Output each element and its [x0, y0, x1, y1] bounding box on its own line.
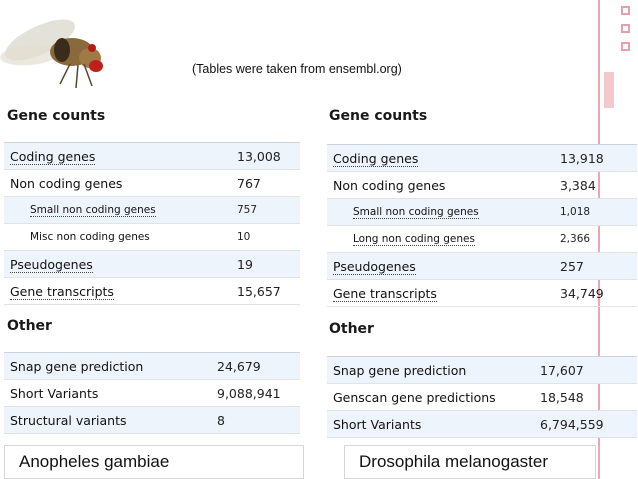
table-row: Genscan gene predictions 18,548 [327, 383, 637, 411]
table-row: Small non coding genes 757 [4, 196, 300, 224]
table-row: Small non coding genes 1,018 [327, 198, 637, 226]
left-coding-genes-value: 13,008 [231, 142, 300, 170]
left-coding-genes-label[interactable]: Coding genes [10, 148, 96, 165]
left-other-title: Other [7, 318, 52, 334]
left-non-coding-genes-label: Non coding genes [4, 169, 231, 197]
left-structural-variants-value: 8 [211, 406, 300, 434]
left-misc-non-coding-genes-label: Misc non coding genes [4, 223, 231, 251]
right-gene-transcripts-label[interactable]: Gene transcripts [333, 285, 437, 302]
left-species-caption: Anopheles gambiae [4, 445, 304, 479]
right-snap-gene-prediction-value: 17,607 [534, 356, 637, 384]
right-coding-genes-value: 13,918 [554, 144, 637, 172]
decorative-square-1 [621, 6, 630, 15]
right-genscan-gene-predictions-value: 18,548 [534, 383, 637, 411]
right-snap-gene-prediction-label: Snap gene prediction [327, 356, 534, 384]
right-pseudogenes-value: 257 [554, 252, 637, 280]
left-gene-transcripts-value: 15,657 [231, 277, 300, 305]
right-pseudogenes-label[interactable]: Pseudogenes [333, 258, 416, 275]
left-short-variants-label: Short Variants [4, 379, 211, 407]
right-non-coding-genes-label: Non coding genes [327, 171, 554, 199]
table-row: Short Variants 9,088,941 [4, 379, 300, 407]
left-snap-gene-prediction-label: Snap gene prediction [4, 352, 211, 380]
left-small-non-coding-genes-label[interactable]: Small non coding genes [30, 204, 156, 217]
left-structural-variants-label: Structural variants [4, 406, 211, 434]
table-row: Pseudogenes 257 [327, 252, 637, 280]
table-row: Short Variants 6,794,559 [327, 410, 637, 438]
fruit-fly-image [0, 19, 103, 89]
left-snap-gene-prediction-value: 24,679 [211, 352, 300, 380]
table-row: Misc non coding genes 10 [4, 223, 300, 251]
table-row: Gene transcripts 34,749 [327, 279, 637, 307]
left-species-name: Anopheles gambiae [19, 452, 170, 471]
right-small-non-coding-genes-label[interactable]: Small non coding genes [353, 206, 479, 219]
table-row: Non coding genes 767 [4, 169, 300, 197]
right-short-variants-value: 6,794,559 [534, 410, 637, 438]
decorative-square-2 [621, 24, 630, 33]
left-non-coding-genes-value: 767 [231, 169, 300, 197]
left-misc-non-coding-genes-value: 10 [231, 223, 300, 251]
decorative-pink-bar-right [604, 72, 614, 108]
table-row: Snap gene prediction 24,679 [4, 352, 300, 380]
table-row: Coding genes 13,918 [327, 144, 637, 172]
table-row: Structural variants 8 [4, 406, 300, 434]
table-row: Coding genes 13,008 [4, 142, 300, 170]
right-gene-transcripts-value: 34,749 [554, 279, 637, 307]
right-other-table: Snap gene prediction 17,607 Genscan gene… [327, 356, 637, 438]
left-gene-transcripts-label[interactable]: Gene transcripts [10, 283, 114, 300]
table-row: Non coding genes 3,384 [327, 171, 637, 199]
left-pseudogenes-value: 19 [231, 250, 300, 278]
left-small-non-coding-genes-value: 757 [231, 196, 300, 224]
left-gene-counts-title: Gene counts [7, 108, 106, 124]
right-small-non-coding-genes-value: 1,018 [554, 198, 637, 226]
right-gene-counts-table: Coding genes 13,918 Non coding genes 3,3… [327, 144, 637, 307]
right-other-title: Other [329, 321, 374, 337]
right-genscan-gene-predictions-label: Genscan gene predictions [327, 383, 534, 411]
right-short-variants-label: Short Variants [327, 410, 534, 438]
table-row: Gene transcripts 15,657 [4, 277, 300, 305]
left-other-table: Snap gene prediction 24,679 Short Varian… [4, 352, 300, 434]
right-long-non-coding-genes-value: 2,366 [554, 225, 637, 253]
right-species-caption: Drosophila melanogaster [344, 445, 596, 479]
right-long-non-coding-genes-label[interactable]: Long non coding genes [353, 233, 475, 246]
table-row: Snap gene prediction 17,607 [327, 356, 637, 384]
table-row: Long non coding genes 2,366 [327, 225, 637, 253]
decorative-square-3 [621, 42, 630, 51]
right-species-name: Drosophila melanogaster [359, 452, 548, 471]
right-non-coding-genes-value: 3,384 [554, 171, 637, 199]
left-gene-counts-table: Coding genes 13,008 Non coding genes 767… [4, 142, 300, 305]
left-short-variants-value: 9,088,941 [211, 379, 300, 407]
source-note: (Tables were taken from ensembl.org) [192, 62, 402, 76]
right-gene-counts-title: Gene counts [329, 108, 428, 124]
right-coding-genes-label[interactable]: Coding genes [333, 150, 419, 167]
table-row: Pseudogenes 19 [4, 250, 300, 278]
left-pseudogenes-label[interactable]: Pseudogenes [10, 256, 93, 273]
